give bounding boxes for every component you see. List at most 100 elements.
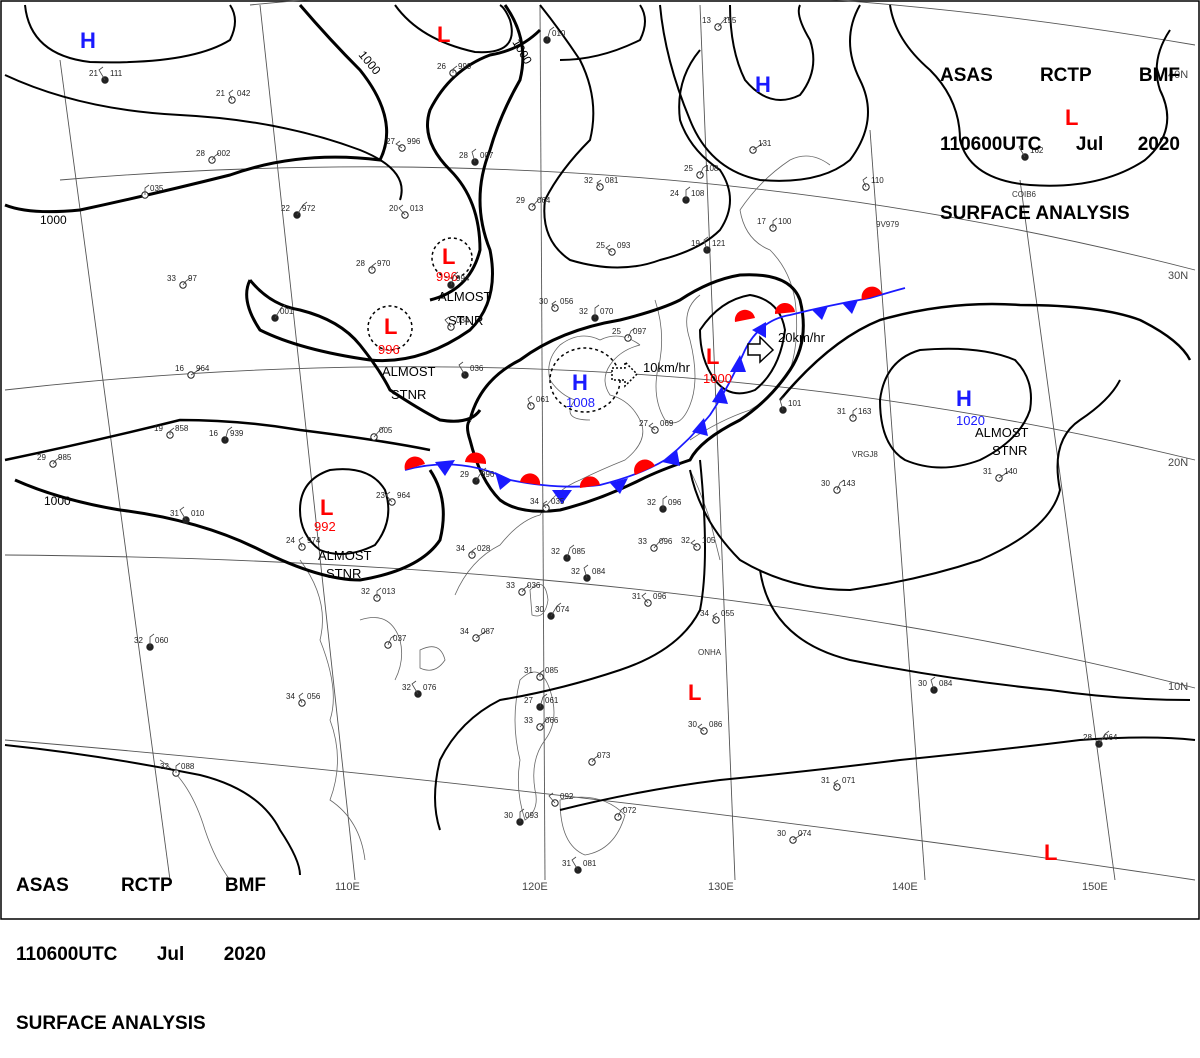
station-plot: 30 084 [918, 676, 953, 694]
station-pressure: 071 [842, 776, 856, 785]
station-plot: 23 964 [376, 491, 411, 506]
isobar [559, 4, 646, 61]
latitude-line-30n [59, 166, 1196, 271]
wind-barb-icon [452, 65, 458, 73]
product-title: SURFACE ANALYSIS [16, 1013, 206, 1034]
station-pressure: 140 [1004, 467, 1018, 476]
station-temperature: 32 [361, 587, 370, 596]
station-pressure: 964 [397, 491, 411, 500]
wind-barb-icon [862, 176, 868, 188]
station-temperature: 31 [632, 592, 641, 601]
station-pressure: 999 [458, 62, 472, 71]
station-plot: 25 097 [612, 327, 647, 342]
station-temperature: 29 [37, 453, 46, 462]
station-pressure: 097 [633, 327, 647, 336]
station-temperature: 13 [702, 16, 711, 25]
cold-front-triangles [435, 300, 858, 504]
wind-barb-icon [792, 832, 804, 841]
time-row: 110600UTC Jul 2020 [940, 133, 1180, 156]
station-temperature: 29 [516, 196, 525, 205]
station-plot: 001 [271, 304, 294, 322]
china-coast [454, 344, 644, 596]
station-pressure: 070 [600, 307, 614, 316]
japan-north [739, 155, 831, 211]
almost-stationary-label: ALMOST [382, 364, 436, 379]
station-temperature: 21 [216, 89, 225, 98]
wind-barb-icon [398, 204, 406, 216]
station-plot: 30 086 [688, 720, 723, 735]
station-temperature: 32 [647, 498, 656, 507]
latitude-line-10n [4, 554, 1196, 689]
station-plot: 31 071 [821, 776, 856, 791]
agency-row: ASAS RCTP BMF [940, 64, 1180, 87]
station-pressure: 110 [871, 176, 884, 185]
header-bottom-left: ASAS RCTP BMF 110600UTC Jul 2020 SURFACE… [16, 828, 266, 1058]
isobar-label: 1000 [44, 494, 71, 508]
station-temperature: 28 [459, 151, 468, 160]
station-pressure: 939 [230, 429, 244, 438]
valid-month: Jul [1075, 134, 1104, 155]
station-pressure: 055 [721, 609, 735, 618]
dashed-contour [431, 237, 473, 279]
station-temperature: 16 [209, 429, 218, 438]
station-plot: 19 858 [154, 424, 189, 439]
isobar [698, 293, 787, 395]
station-pressure: 111 [110, 69, 123, 78]
high-center: H [80, 28, 96, 53]
station-pressure: 081 [583, 859, 597, 868]
station-pressure: 056 [560, 297, 574, 306]
wind-barb-icon [699, 164, 708, 176]
station-plot: 16 939 [209, 426, 244, 444]
station-plot: 28 007 [459, 148, 494, 166]
station-pressure: 858 [175, 424, 189, 433]
station-pressure: 096 [668, 498, 682, 507]
station-temperature: 31 [821, 776, 830, 785]
wind-barb-icon [1018, 143, 1026, 158]
wind-barb-icon [179, 506, 187, 521]
station-pressure: 096 [659, 537, 673, 546]
station-pressure: 085 [545, 666, 559, 675]
low-center: L [437, 22, 450, 47]
wind-barb-icon [298, 536, 304, 548]
wind-barb-icon [228, 89, 234, 101]
station-temperature: 20 [389, 204, 398, 213]
station-pressure: 064 [1104, 733, 1118, 742]
wind-barb-icon [596, 179, 602, 188]
station-temperature: 25 [684, 164, 693, 173]
station-pressure: 964 [196, 364, 210, 373]
station-pressure: 036 [470, 364, 484, 373]
station-pressure: 131 [758, 139, 772, 148]
station-temperature: 31 [170, 509, 179, 518]
station-plot: 30 143 [821, 479, 856, 494]
station-plot: 27 061 [524, 693, 559, 711]
station-temperature: 30 [777, 829, 786, 838]
station-temperature: 24 [286, 536, 295, 545]
wind-barb-icon [519, 808, 525, 822]
station-temperature: 30 [535, 605, 544, 614]
agency-station: RCTP [120, 875, 173, 896]
station-temperature: 21 [89, 69, 98, 78]
wind-barb-icon [772, 217, 778, 228]
station-temperature: 33 [524, 716, 533, 725]
station-temperature: 24 [670, 189, 679, 198]
station-plot: 24 108 [670, 186, 705, 204]
wind-barb-icon [450, 271, 459, 286]
meridian-130e [699, 4, 736, 881]
isobar-label: 1000 [509, 37, 535, 67]
station-temperature: 19 [154, 424, 163, 433]
station-plot: 34 087 [460, 627, 495, 642]
warm-front-semicircles [404, 286, 882, 488]
station-temperature: 34 [456, 544, 465, 553]
map-frame [0, 0, 1200, 920]
wind-barb-icon [752, 142, 764, 151]
isobar [394, 4, 513, 54]
station-pressure: 066 [545, 716, 559, 725]
station-plot: 25 093 [596, 241, 631, 256]
low-center: L [1044, 840, 1057, 865]
station-pressure: 970 [377, 259, 391, 268]
isobar [759, 569, 1191, 701]
wind-barb-icon [411, 680, 419, 695]
wind-barb-icon [298, 692, 304, 704]
station-temperature: 32 [551, 547, 560, 556]
hainan [419, 646, 446, 671]
